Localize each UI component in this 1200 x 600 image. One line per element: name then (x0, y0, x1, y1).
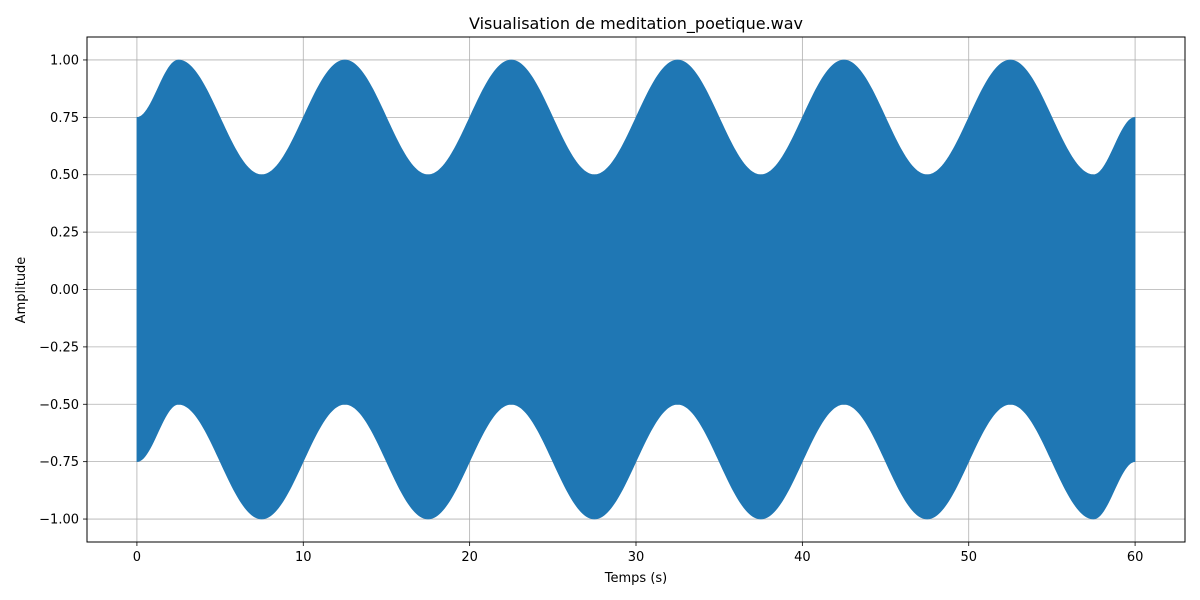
y-tick-label: 0.75 (50, 111, 79, 126)
y-axis: 1.00 0.75 0.50 0.25 0.00 −0.25 −0.50 −0.75 −1.00 (39, 53, 87, 528)
x-axis-label: Temps (s) (604, 571, 667, 586)
y-tick-label: −1.00 (39, 513, 79, 528)
x-tick-label: 40 (794, 550, 811, 565)
y-tick-label: −0.75 (39, 455, 79, 470)
x-tick-label: 20 (461, 550, 478, 565)
y-tick-label: −0.50 (39, 398, 79, 413)
series-layer (136, 59, 1136, 520)
y-tick-label: 0.25 (50, 226, 79, 241)
x-tick-label: 0 (133, 550, 141, 565)
waveform-area (136, 59, 1136, 520)
x-tick-label: 50 (960, 550, 977, 565)
y-tick-label: −0.25 (39, 340, 79, 355)
y-axis-label: Amplitude (14, 257, 29, 324)
x-tick-label: 60 (1127, 550, 1144, 565)
x-axis: 0 10 20 30 40 50 60 (133, 542, 1144, 565)
x-tick-label: 10 (295, 550, 312, 565)
y-tick-label: 0.00 (50, 283, 79, 298)
chart-title: Visualisation de meditation_poetique.wav (469, 14, 803, 34)
y-tick-label: 1.00 (50, 53, 79, 68)
y-tick-label: 0.50 (50, 168, 79, 183)
x-tick-label: 30 (628, 550, 645, 565)
